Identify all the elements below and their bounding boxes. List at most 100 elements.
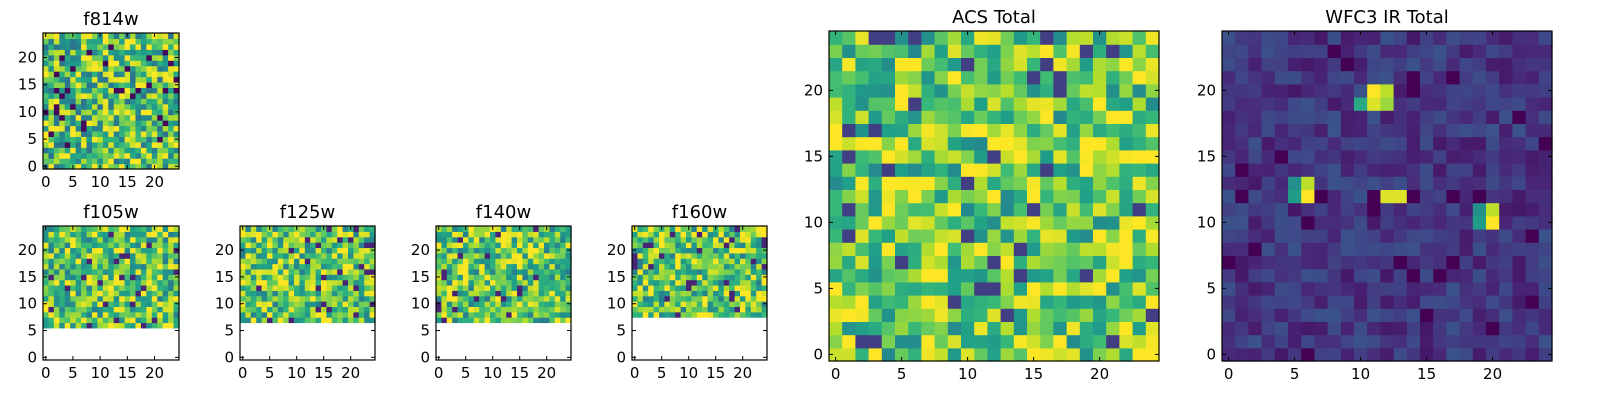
heatmap-cell bbox=[59, 317, 66, 324]
heatmap-cell bbox=[1525, 176, 1540, 190]
heatmap-cell bbox=[135, 290, 142, 297]
heatmap-cell bbox=[1525, 163, 1540, 177]
heatmap-cell bbox=[696, 311, 703, 318]
heatmap-cell bbox=[1512, 215, 1527, 230]
heatmap-cell bbox=[135, 301, 142, 307]
heatmap-cell bbox=[321, 311, 327, 318]
heatmap-cell bbox=[686, 231, 692, 238]
heatmap-cell bbox=[495, 258, 502, 265]
heatmap-cell bbox=[86, 114, 93, 121]
heatmap-cell bbox=[527, 226, 534, 232]
heatmap-cell bbox=[506, 306, 513, 313]
heatmap-cell bbox=[250, 258, 257, 265]
heatmap-cell bbox=[1354, 321, 1368, 336]
heatmap-cell bbox=[1472, 229, 1487, 243]
heatmap-cell bbox=[315, 301, 322, 307]
heatmap-cell bbox=[947, 229, 962, 243]
heatmap-cell bbox=[48, 274, 55, 281]
heatmap-cell bbox=[283, 306, 290, 313]
heatmap-cell bbox=[240, 252, 246, 259]
heatmap-cell bbox=[256, 274, 263, 281]
heatmap-cell bbox=[1327, 163, 1342, 177]
heatmap-cell bbox=[1027, 149, 1041, 164]
heatmap-cell bbox=[162, 125, 169, 132]
heatmap-cell bbox=[1538, 149, 1553, 164]
heatmap-cell bbox=[987, 57, 1002, 72]
heatmap-cell bbox=[1393, 123, 1408, 138]
heatmap-cell bbox=[1288, 215, 1302, 230]
heatmap-cell bbox=[934, 347, 949, 362]
heatmap-cell bbox=[81, 226, 88, 232]
heatmap-cell bbox=[729, 263, 736, 270]
heatmap-cell bbox=[91, 120, 98, 127]
heatmap-cell bbox=[337, 236, 344, 243]
heatmap-cell bbox=[283, 258, 290, 265]
heatmap-cell bbox=[1106, 308, 1120, 322]
heatmap-cell bbox=[294, 284, 300, 291]
heatmap-cell bbox=[855, 321, 870, 336]
heatmap-cell bbox=[642, 311, 649, 318]
heatmap-cell bbox=[855, 229, 870, 243]
heatmap-cell bbox=[648, 301, 655, 307]
heatmap-cell bbox=[908, 97, 922, 111]
heatmap-cell bbox=[86, 125, 93, 132]
heatmap-cell bbox=[987, 347, 1002, 362]
heatmap-cell bbox=[908, 215, 922, 230]
heatmap-cell bbox=[1132, 70, 1147, 85]
heatmap-cell bbox=[81, 49, 88, 56]
heatmap-cell bbox=[283, 279, 290, 286]
heatmap-cell bbox=[729, 258, 736, 265]
heatmap-cell bbox=[961, 189, 975, 204]
heatmap-cell bbox=[43, 76, 50, 83]
heatmap-cell bbox=[43, 306, 50, 313]
heatmap-cell bbox=[517, 290, 523, 297]
heatmap-cell bbox=[921, 31, 936, 45]
heatmap-cell bbox=[648, 226, 655, 232]
heatmap-cell bbox=[549, 317, 556, 324]
heatmap-cell bbox=[1000, 97, 1015, 111]
heatmap-cell bbox=[70, 60, 77, 67]
heatmap-cell bbox=[70, 301, 77, 307]
heatmap-cell bbox=[173, 306, 180, 313]
heatmap-cell bbox=[544, 263, 550, 270]
heatmap-cell bbox=[1119, 189, 1134, 204]
heatmap-cell bbox=[1274, 255, 1289, 270]
heatmap-cell bbox=[86, 290, 93, 297]
heatmap-cell bbox=[707, 226, 714, 232]
heatmap-cell bbox=[1013, 189, 1028, 204]
heatmap-cell bbox=[947, 242, 962, 256]
heatmap-cell bbox=[436, 231, 442, 238]
heatmap-cell bbox=[974, 57, 988, 72]
heatmap-cell bbox=[761, 231, 768, 238]
y-tick-label: 5 bbox=[420, 322, 430, 340]
heatmap-cell bbox=[1053, 57, 1068, 72]
heatmap-cell bbox=[533, 279, 540, 286]
heatmap-cell bbox=[321, 247, 327, 254]
heatmap-cell bbox=[1367, 70, 1381, 85]
heatmap-cell bbox=[895, 255, 909, 270]
heatmap-cell bbox=[1053, 163, 1068, 177]
heatmap-cell bbox=[1314, 136, 1329, 151]
heatmap-cell bbox=[1406, 97, 1421, 111]
heatmap-cell bbox=[53, 306, 60, 313]
heatmap-cell bbox=[947, 268, 962, 283]
heatmap-cell bbox=[130, 242, 137, 249]
heatmap-cell bbox=[146, 120, 153, 127]
heatmap-cell bbox=[86, 274, 93, 281]
heatmap-cell bbox=[761, 295, 768, 302]
heatmap-cell bbox=[140, 38, 147, 45]
heatmap-cell bbox=[102, 103, 109, 110]
heatmap-cell bbox=[1093, 44, 1107, 58]
heatmap-cell bbox=[1040, 149, 1054, 164]
heatmap-cell bbox=[1132, 149, 1147, 164]
heatmap-cell bbox=[527, 268, 534, 275]
heatmap-cell bbox=[43, 152, 50, 159]
heatmap-cell bbox=[1406, 255, 1421, 270]
panel-title: f125w bbox=[280, 202, 335, 223]
heatmap-cell bbox=[947, 163, 962, 177]
heatmap-cell bbox=[632, 279, 638, 286]
heatmap-cell bbox=[1472, 295, 1487, 309]
heatmap-cell bbox=[151, 49, 158, 56]
